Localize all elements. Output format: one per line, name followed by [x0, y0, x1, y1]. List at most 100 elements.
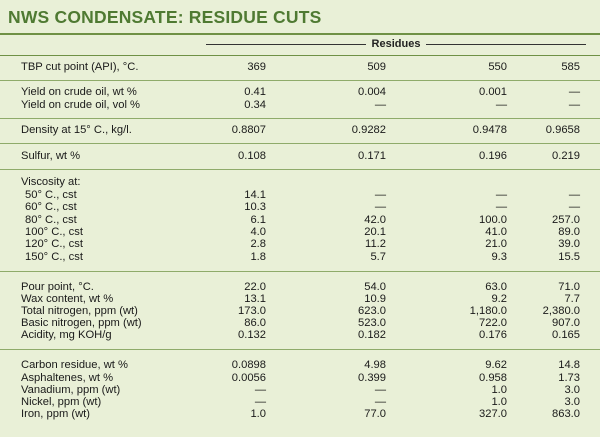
cell-residue-2: — — [374, 384, 386, 396]
cell-residue-4: 89.0 — [558, 226, 580, 238]
cell-residue-3: — — [495, 201, 507, 213]
column-group-header: Residues — [206, 37, 587, 51]
cell-residue-2: 623.0 — [358, 305, 386, 317]
cell-residue-3: 0.958 — [479, 372, 507, 384]
cell-residue-4: 14.8 — [558, 359, 580, 371]
cell-residue-1: 10.3 — [244, 201, 266, 213]
cell-residue-3: 9.3 — [491, 251, 507, 263]
table-row-viscosity-80: 80° C., cst 6.1 42.0 100.0 257.0 — [0, 214, 600, 226]
row-separator — [0, 169, 600, 170]
cell-residue-2: 20.1 — [364, 226, 386, 238]
cell-residue-2: 4.98 — [364, 359, 386, 371]
cell-residue-3: — — [495, 99, 507, 111]
row-label: 100° C., cst — [25, 226, 83, 238]
cell-residue-1: 1.0 — [250, 408, 266, 420]
cell-residue-4: 7.7 — [564, 293, 580, 305]
cell-residue-1: 1.8 — [250, 251, 266, 263]
cell-residue-4: 907.0 — [552, 317, 580, 329]
row-label: Carbon residue, wt % — [21, 359, 128, 371]
cell-residue-4: 0.219 — [552, 150, 580, 162]
table-row-viscosity-120: 120° C., cst 2.8 11.2 21.0 39.0 — [0, 238, 600, 250]
header-divider — [0, 55, 600, 56]
row-label: Acidity, mg KOH/g — [21, 329, 112, 341]
cell-residue-1: 0.8807 — [231, 124, 266, 136]
cell-residue-4: 0.9658 — [545, 124, 580, 136]
table-row-total-nitrogen: Total nitrogen, ppm (wt) 173.0 623.0 1,1… — [0, 305, 600, 317]
cell-residue-1: 22.0 — [244, 281, 266, 293]
cell-residue-3: 722.0 — [479, 317, 507, 329]
cell-residue-4: — — [568, 99, 580, 111]
cell-residue-3: 0.196 — [479, 150, 507, 162]
cell-residue-2: 0.171 — [358, 150, 386, 162]
cell-residue-2: 0.399 — [358, 372, 386, 384]
cell-residue-4: 15.5 — [558, 251, 580, 263]
row-label: Vanadium, ppm (wt) — [21, 384, 121, 396]
table-row-tbp-cut-point: TBP cut point (API), °C. 369 509 550 585 — [0, 61, 600, 73]
cell-residue-3: 63.0 — [485, 281, 507, 293]
cell-residue-3: 21.0 — [485, 238, 507, 250]
cell-residue-1: 86.0 — [244, 317, 266, 329]
row-label: 80° C., cst — [25, 214, 77, 226]
cell-residue-2: — — [374, 99, 386, 111]
row-label: Nickel, ppm (wt) — [21, 396, 102, 408]
cell-residue-3: 41.0 — [485, 226, 507, 238]
cell-residue-4: 3.0 — [564, 396, 580, 408]
cell-residue-2: 523.0 — [358, 317, 386, 329]
cell-residue-4: 863.0 — [552, 408, 580, 420]
cell-residue-1: 0.108 — [238, 150, 266, 162]
cell-residue-1: — — [254, 396, 266, 408]
cell-residue-2: 0.004 — [358, 86, 386, 98]
cell-residue-4: 257.0 — [552, 214, 580, 226]
cell-residue-2: — — [374, 396, 386, 408]
row-label: Iron, ppm (wt) — [21, 408, 91, 420]
table-title: NWS CONDENSATE: RESIDUE CUTS — [8, 7, 322, 27]
cell-residue-2: 10.9 — [364, 293, 386, 305]
table-row-pour-point: Pour point, °C. 22.0 54.0 63.0 71.0 — [0, 281, 600, 293]
title-divider — [0, 33, 600, 35]
cell-residue-3: 1.0 — [491, 396, 507, 408]
row-label: 120° C., cst — [25, 238, 83, 250]
cell-residue-2: 0.9282 — [351, 124, 386, 136]
row-label: Asphaltenes, wt % — [21, 372, 114, 384]
cell-residue-3: 327.0 — [479, 408, 507, 420]
cell-residue-1: 14.1 — [244, 189, 266, 201]
cell-residue-4: — — [568, 189, 580, 201]
cell-residue-1: 369 — [247, 61, 266, 73]
row-label: Yield on crude oil, vol % — [21, 99, 140, 111]
row-label: Sulfur, wt % — [21, 150, 81, 162]
cell-residue-3: 0.001 — [479, 86, 507, 98]
cell-residue-1: 0.41 — [244, 86, 266, 98]
row-separator — [0, 271, 600, 272]
cell-residue-4: — — [568, 201, 580, 213]
table-row-density: Density at 15° C., kg/l. 0.8807 0.9282 0… — [0, 124, 600, 136]
table-row-basic-nitrogen: Basic nitrogen, ppm (wt) 86.0 523.0 722.… — [0, 317, 600, 329]
cell-residue-4: 2,380.0 — [542, 305, 580, 317]
cell-residue-2: 54.0 — [364, 281, 386, 293]
table-row-sulfur: Sulfur, wt % 0.108 0.171 0.196 0.219 — [0, 150, 600, 162]
cell-residue-1: 4.0 — [250, 226, 266, 238]
table-row-vanadium: Vanadium, ppm (wt) — — 1.0 3.0 — [0, 384, 600, 396]
cell-residue-4: — — [568, 86, 580, 98]
cell-residue-3: 1.0 — [491, 384, 507, 396]
column-group-label: Residues — [371, 38, 421, 50]
cell-residue-4: 1.73 — [558, 372, 580, 384]
cell-residue-2: 5.7 — [370, 251, 386, 263]
cell-residue-2: 11.2 — [365, 238, 386, 250]
table-row-acidity: Acidity, mg KOH/g 0.132 0.182 0.176 0.16… — [0, 329, 600, 341]
row-label: TBP cut point (API), °C. — [21, 61, 139, 73]
cell-residue-1: 0.132 — [238, 329, 266, 341]
row-label: Viscosity at: — [21, 176, 81, 188]
cell-residue-3: 0.9478 — [472, 124, 507, 136]
cell-residue-4: 3.0 — [564, 384, 580, 396]
cell-residue-3: 9.2 — [491, 293, 507, 305]
cell-residue-1: 0.34 — [244, 99, 266, 111]
row-label: Density at 15° C., kg/l. — [21, 124, 132, 136]
row-label: 60° C., cst — [25, 201, 77, 213]
table-row-viscosity-heading: Viscosity at: — [0, 176, 600, 188]
cell-residue-3: 550 — [488, 61, 507, 73]
table-row-viscosity-50: 50° C., cst 14.1 — — — — [0, 189, 600, 201]
row-separator — [0, 118, 600, 119]
cell-residue-2: 77.0 — [364, 408, 386, 420]
group-header-rule-left — [206, 44, 366, 45]
table-row-wax-content: Wax content, wt % 13.1 10.9 9.2 7.7 — [0, 293, 600, 305]
